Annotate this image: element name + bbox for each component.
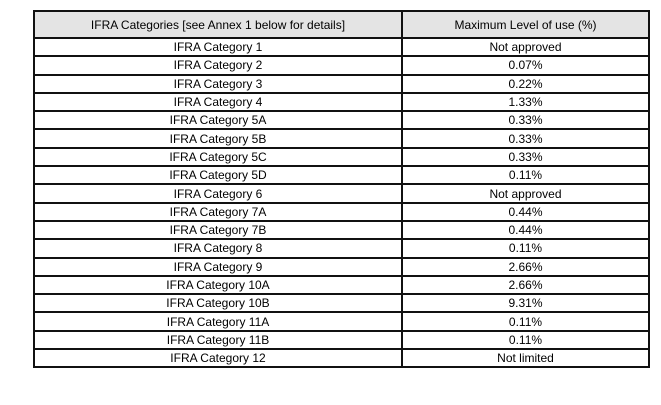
max-level-cell: 0.33% <box>401 110 650 131</box>
category-cell: IFRA Category 10B <box>33 293 403 314</box>
category-cell: IFRA Category 3 <box>33 73 403 94</box>
max-level-cell: 2.66% <box>401 256 650 277</box>
category-cell: IFRA Category 1 <box>33 36 403 58</box>
ifra-limits-table-container: IFRA Categories [see Annex 1 below for d… <box>33 10 650 369</box>
category-cell: IFRA Category 7B <box>33 219 403 241</box>
table-row: IFRA Category 8 0.11% <box>33 238 650 259</box>
category-cell: IFRA Category 11A <box>33 311 403 332</box>
table-row: IFRA Category 7B 0.44% <box>33 219 650 241</box>
table-row: IFRA Category 5A 0.33% <box>33 110 650 131</box>
category-cell: IFRA Category 9 <box>33 256 403 277</box>
table-row: IFRA Category 11B 0.11% <box>33 329 650 351</box>
table-row: IFRA Category 10A 2.66% <box>33 274 650 296</box>
max-level-cell: Not approved <box>401 36 650 58</box>
table-row: IFRA Category 5B 0.33% <box>33 128 650 149</box>
max-level-cell: 0.11% <box>401 329 650 351</box>
table-row: IFRA Category 2 0.07% <box>33 55 650 76</box>
max-level-cell: 2.66% <box>401 274 650 296</box>
category-cell: IFRA Category 10A <box>33 274 403 296</box>
max-level-cell: 0.22% <box>401 73 650 94</box>
table-row: IFRA Category 6 Not approved <box>33 183 650 204</box>
table-row: IFRA Category 1 Not approved <box>33 36 650 58</box>
category-cell: IFRA Category 8 <box>33 238 403 259</box>
table-header-row: IFRA Categories [see Annex 1 below for d… <box>33 10 650 39</box>
table-row: IFRA Category 3 0.22% <box>33 73 650 94</box>
category-cell: IFRA Category 7A <box>33 201 403 222</box>
table-row: IFRA Category 10B 9.31% <box>33 293 650 314</box>
max-level-cell: 0.11% <box>401 311 650 332</box>
max-level-cell: 9.31% <box>401 293 650 314</box>
table-row: IFRA Category 5D 0.11% <box>33 165 650 186</box>
table-row: IFRA Category 7A 0.44% <box>33 201 650 222</box>
max-level-cell: Not limited <box>401 348 650 369</box>
category-cell: IFRA Category 11B <box>33 329 403 351</box>
category-cell: IFRA Category 12 <box>33 348 403 369</box>
category-cell: IFRA Category 5D <box>33 165 403 186</box>
column-header-max-level: Maximum Level of use (%) <box>401 10 650 39</box>
max-level-cell: 0.44% <box>401 201 650 222</box>
table-row: IFRA Category 12 Not limited <box>33 348 650 369</box>
max-level-cell: 0.33% <box>401 128 650 149</box>
table-row: IFRA Category 11A 0.11% <box>33 311 650 332</box>
category-cell: IFRA Category 5C <box>33 146 403 168</box>
category-cell: IFRA Category 5A <box>33 110 403 131</box>
max-level-cell: 0.11% <box>401 165 650 186</box>
max-level-cell: 0.33% <box>401 146 650 168</box>
ifra-limits-table: IFRA Categories [see Annex 1 below for d… <box>33 10 650 369</box>
max-level-cell: 0.11% <box>401 238 650 259</box>
category-cell: IFRA Category 4 <box>33 91 403 113</box>
category-cell: IFRA Category 2 <box>33 55 403 76</box>
max-level-cell: 1.33% <box>401 91 650 113</box>
table-row: IFRA Category 4 1.33% <box>33 91 650 113</box>
category-cell: IFRA Category 5B <box>33 128 403 149</box>
table-row: IFRA Category 9 2.66% <box>33 256 650 277</box>
column-header-ifra-categories: IFRA Categories [see Annex 1 below for d… <box>33 10 403 39</box>
max-level-cell: Not approved <box>401 183 650 204</box>
max-level-cell: 0.07% <box>401 55 650 76</box>
max-level-cell: 0.44% <box>401 219 650 241</box>
category-cell: IFRA Category 6 <box>33 183 403 204</box>
table-row: IFRA Category 5C 0.33% <box>33 146 650 168</box>
